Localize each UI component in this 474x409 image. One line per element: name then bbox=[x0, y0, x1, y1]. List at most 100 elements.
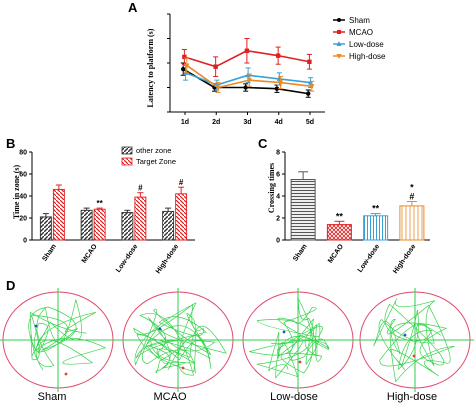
panel-b-bar-target-zone bbox=[134, 196, 147, 241]
legend-marker bbox=[336, 54, 342, 59]
swim-track-pool bbox=[117, 288, 239, 392]
panel-c-significance: # bbox=[409, 192, 414, 202]
swim-path bbox=[28, 299, 107, 371]
panel-c-significance: ** bbox=[372, 204, 380, 214]
legend-label: MCAO bbox=[349, 28, 373, 37]
panel-c-bar-sham bbox=[290, 179, 316, 241]
panel-c-y-tick-label: 2 bbox=[276, 216, 280, 223]
legend-marker bbox=[337, 30, 341, 34]
legend-label: Sham bbox=[349, 16, 370, 25]
swim-path bbox=[373, 298, 455, 383]
panel-c-bar-mcao bbox=[326, 224, 352, 241]
panel-b-bar-target-zone bbox=[52, 188, 65, 241]
panel-c-ylabel: Crossing times bbox=[267, 163, 276, 213]
panel-b-bar-target-zone bbox=[175, 193, 188, 241]
panel-c-significance: * bbox=[410, 183, 414, 193]
panel-b-legend: other zone Target Zone bbox=[121, 146, 176, 166]
panel-b-y-tick-label: 60 bbox=[19, 172, 27, 179]
panel-b-bar-other-zone bbox=[39, 216, 52, 241]
swim-track-pool bbox=[354, 288, 474, 392]
panel-c-y-tick-label: 8 bbox=[276, 150, 280, 157]
panel-label-b: B bbox=[6, 136, 15, 151]
legend-marker bbox=[337, 18, 341, 22]
panel-a-point-high-dose bbox=[246, 78, 252, 84]
panel-a-x-tick-label: 1d bbox=[181, 119, 189, 126]
panel-a-x-tick-label: 4d bbox=[275, 119, 283, 126]
panel-c-x-tick-label: MCAO bbox=[327, 243, 345, 265]
panel-d-swim-tracks bbox=[0, 288, 474, 392]
panel-c-bar-high-dose bbox=[399, 205, 425, 241]
panel-c-x-tick-label: High-dose bbox=[392, 243, 417, 275]
track-label-high-dose: High-dose bbox=[387, 391, 437, 403]
start-point bbox=[158, 327, 162, 331]
panel-c-y-tick-label: 0 bbox=[276, 238, 280, 245]
panel-a-point-high-dose bbox=[309, 84, 315, 90]
panel-a-legend: Sham MCAO Low-dose High-dose bbox=[333, 16, 386, 61]
panel-b-x-tick-label: Low-dose bbox=[115, 243, 140, 274]
panel-a-point-mcao bbox=[213, 64, 218, 69]
panel-a-point-sham bbox=[181, 66, 186, 72]
legend-label: Target Zone bbox=[136, 157, 176, 166]
panel-b-bar-other-zone bbox=[162, 210, 175, 241]
panel-b-bar-other-zone bbox=[121, 212, 134, 241]
panel-c-x-tick-label: Sham bbox=[292, 243, 309, 263]
panel-c-bar-low-dose bbox=[363, 215, 389, 241]
legend-label: Low-dose bbox=[349, 40, 384, 49]
panel-label-d: D bbox=[6, 278, 15, 293]
panel-b-y-tick-label: 80 bbox=[19, 150, 27, 157]
panel-c-y-tick-label: 6 bbox=[276, 172, 280, 179]
panel-b-x-tick-label: Sham bbox=[41, 243, 58, 263]
panel-label-c: C bbox=[258, 136, 268, 151]
panel-c-significance: ** bbox=[336, 211, 344, 221]
panel-a-point-mcao bbox=[275, 53, 281, 58]
end-point bbox=[298, 360, 302, 364]
panel-b-y-tick-label: 40 bbox=[19, 194, 27, 201]
legend-swatch bbox=[121, 157, 133, 166]
panel-a-line-chart: Latency to platform (s) 1d 2d 3d 4d 5d Sham M… bbox=[146, 13, 386, 126]
panel-c-x-tick-label: Low-dose bbox=[357, 243, 382, 274]
panel-b-y-tick-label: 20 bbox=[19, 216, 27, 223]
track-label-low-dose: Low-dose bbox=[270, 391, 318, 403]
panel-a-point-sham bbox=[243, 85, 248, 90]
panel-label-a: A bbox=[128, 0, 138, 15]
panel-b-significance: ** bbox=[97, 199, 104, 208]
panel-a-ylabel: Latency to platform (s) bbox=[146, 28, 155, 107]
swim-path bbox=[133, 302, 227, 376]
swim-track-pool bbox=[237, 288, 359, 392]
end-point bbox=[412, 354, 416, 358]
track-label-mcao: MCAO bbox=[154, 391, 187, 403]
panel-b-significance: # bbox=[138, 184, 143, 193]
panel-a-point-mcao bbox=[307, 59, 312, 64]
track-label-sham: Sham bbox=[38, 391, 67, 403]
start-point bbox=[403, 333, 407, 337]
panel-a-point-high-dose bbox=[215, 85, 221, 91]
legend-label: High-dose bbox=[349, 52, 386, 61]
panel-b-bar-chart: Time in zone (s) 0 20 40 60 80 Sham MCAO Low-do… bbox=[12, 146, 195, 275]
panel-b-significance: # bbox=[179, 178, 184, 187]
panel-b-x-tick-label: MCAO bbox=[81, 243, 99, 265]
swim-track-pool bbox=[0, 288, 119, 392]
panel-a-x-tick-label: 2d bbox=[212, 119, 220, 126]
legend-label: other zone bbox=[136, 146, 171, 155]
panel-a-point-high-dose bbox=[277, 80, 284, 86]
panel-a-point-sham bbox=[274, 86, 280, 91]
legend-marker bbox=[336, 41, 342, 46]
swim-path bbox=[249, 298, 330, 379]
panel-a-point-high-dose bbox=[184, 63, 190, 69]
panel-b-x-tick-label: High-dose bbox=[155, 243, 180, 275]
panel-a-point-sham bbox=[306, 91, 311, 96]
panel-a-x-tick-label: 3d bbox=[243, 119, 251, 126]
panel-c-bar-chart: Crossing times 0 2 4 6 8 Sham MCAO Low-dose High… bbox=[267, 150, 430, 275]
panel-b-bar-target-zone bbox=[93, 208, 106, 241]
panel-a-point-mcao bbox=[182, 54, 187, 60]
panel-b-y-tick-label: 0 bbox=[23, 238, 27, 245]
start-point bbox=[282, 330, 286, 334]
panel-b-ylabel: Time in zone (s) bbox=[12, 165, 21, 220]
end-point bbox=[181, 366, 185, 370]
end-point bbox=[64, 372, 68, 376]
legend-swatch bbox=[121, 146, 133, 155]
panel-a-x-tick-label: 5d bbox=[306, 119, 314, 126]
start-point bbox=[34, 324, 38, 328]
panel-a-point-mcao bbox=[244, 48, 250, 53]
